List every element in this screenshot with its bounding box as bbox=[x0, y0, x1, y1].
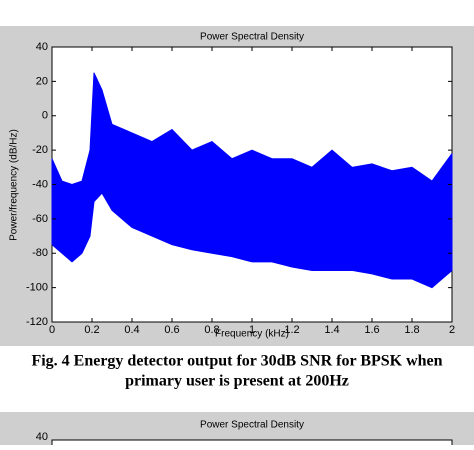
x-tick-label: 1.8 bbox=[404, 324, 419, 336]
chart-title: Power Spectral Density bbox=[200, 32, 304, 43]
caption-line: primary user is present at 200Hz bbox=[125, 373, 349, 390]
x-tick-label: 0.8 bbox=[204, 324, 219, 336]
x-tick-label: 1.6 bbox=[364, 324, 379, 336]
psd-envelope bbox=[51, 192, 453, 289]
x-tick-label: 0.4 bbox=[124, 324, 139, 336]
chart-title: Power Spectral Density bbox=[200, 420, 304, 431]
y-tick-label: -60 bbox=[32, 213, 48, 225]
psd-envelope bbox=[51, 72, 453, 186]
y-tick-label: 20 bbox=[36, 75, 48, 87]
x-tick-label: 1.4 bbox=[324, 324, 339, 336]
x-tick-label: 0.6 bbox=[164, 324, 179, 336]
caption-line: Fig. 4 Energy detector output for 30dB S… bbox=[31, 353, 442, 370]
x-tick-label: 0.2 bbox=[84, 324, 99, 336]
x-tick-label: 1 bbox=[249, 324, 255, 336]
y-tick-label: 40 bbox=[36, 431, 48, 443]
x-axis-label: Frequency (kHz) bbox=[215, 329, 289, 340]
y-tick-label: -80 bbox=[32, 247, 48, 259]
x-tick-label: 1.2 bbox=[284, 324, 299, 336]
x-tick-label: 0 bbox=[49, 324, 55, 336]
y-tick-label: -40 bbox=[32, 178, 48, 190]
y-tick-label: -20 bbox=[32, 144, 48, 156]
y-tick-label: -120 bbox=[26, 316, 48, 328]
y-tick-label: 0 bbox=[42, 110, 48, 122]
x-tick-label: 2 bbox=[449, 324, 455, 336]
y-tick-label: 40 bbox=[36, 41, 48, 53]
plot-area bbox=[51, 439, 453, 450]
y-axis-label: Power/frequency (dB/Hz) bbox=[9, 129, 20, 241]
y-tick-label: -100 bbox=[26, 282, 48, 294]
